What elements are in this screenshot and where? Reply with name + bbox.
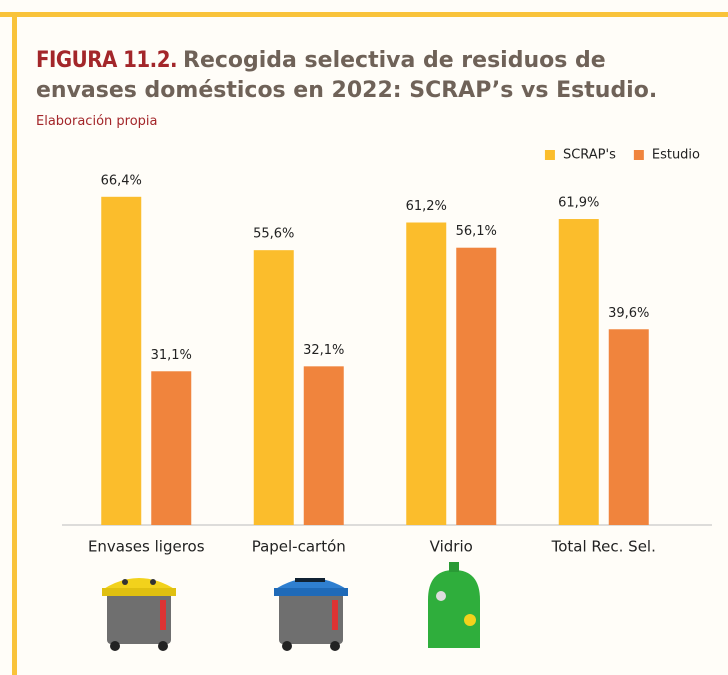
- bar: [304, 366, 344, 525]
- legend-swatch: [634, 150, 644, 160]
- value-label: 61,2%: [406, 199, 447, 214]
- value-label: 55,6%: [253, 227, 294, 242]
- value-label: 61,9%: [558, 196, 599, 211]
- chart: Envases ligeros 66,4% 31,1% Papel-cartón 55,…: [0, 0, 728, 675]
- bar: [609, 329, 649, 525]
- icon-vidrio: [428, 562, 480, 648]
- bar: [456, 248, 496, 525]
- icon-papel: [274, 578, 348, 651]
- legend-label: Estudio: [652, 148, 700, 163]
- value-label: 32,1%: [303, 343, 344, 358]
- bar: [101, 197, 141, 525]
- bar: [254, 250, 294, 525]
- value-label: 39,6%: [608, 306, 649, 321]
- x-tick-label: Envases ligeros: [88, 538, 205, 556]
- x-tick-label: Total Rec. Sel.: [551, 538, 656, 556]
- value-label: 66,4%: [101, 173, 142, 188]
- value-label: 31,1%: [151, 348, 192, 363]
- legend-label: SCRAP's: [563, 148, 616, 163]
- value-label: 56,1%: [456, 224, 497, 239]
- bar: [151, 371, 191, 525]
- bar: [406, 222, 446, 525]
- x-tick-label: Papel-cartón: [252, 538, 346, 556]
- icon-envases: [102, 578, 176, 651]
- page: {"chart_data": {"type": "bar", "title_la…: [0, 0, 728, 675]
- bar: [559, 219, 599, 525]
- legend-swatch: [545, 150, 555, 160]
- x-tick-label: Vidrio: [430, 538, 473, 556]
